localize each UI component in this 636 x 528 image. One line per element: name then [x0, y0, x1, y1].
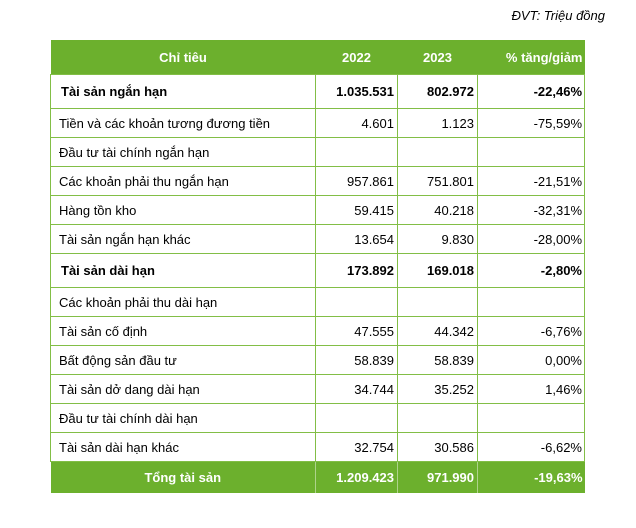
row-value-2023 [397, 137, 478, 167]
row-label: Tài sản ngắn hạn [50, 74, 316, 109]
table-row: Tài sản dài hạn khác 32.754 30.586 -6,62… [50, 432, 585, 462]
row-value-pct [477, 137, 585, 167]
table-row: Tài sản ngắn hạn khác 13.654 9.830 -28,0… [50, 224, 585, 254]
row-value-2023: 35.252 [397, 374, 478, 404]
table-row: Tài sản ngắn hạn 1.035.531 802.972 -22,4… [50, 74, 585, 109]
row-value-2022: 47.555 [315, 316, 398, 346]
table-row: Các khoản phải thu dài hạn [50, 287, 585, 317]
row-label: Các khoản phải thu dài hạn [50, 287, 316, 317]
table-row: Đầu tư tài chính dài hạn [50, 403, 585, 433]
row-value-2022 [315, 137, 398, 167]
row-value-2022: 957.861 [315, 166, 398, 196]
row-value-2022: 34.744 [315, 374, 398, 404]
table-row: Bất động sản đầu tư 58.839 58.839 0,00% [50, 345, 585, 375]
table-row: Tài sản dài hạn 173.892 169.018 -2,80% [50, 253, 585, 288]
column-header-2023: 2023 [397, 40, 478, 75]
table-row: Tài sản dở dang dài hạn 34.744 35.252 1,… [50, 374, 585, 404]
row-value-pct: -21,51% [477, 166, 585, 196]
row-value-2022: 32.754 [315, 432, 398, 462]
footer-total-2022: 1.209.423 [315, 461, 398, 493]
table-row: Các khoản phải thu ngắn hạn 957.861 751.… [50, 166, 585, 196]
row-value-pct [477, 287, 585, 317]
row-value-2022 [315, 287, 398, 317]
row-value-2023: 9.830 [397, 224, 478, 254]
footer-total-2023: 971.990 [397, 461, 478, 493]
row-label: Tài sản dài hạn [50, 253, 316, 288]
table-footer-row: Tổng tài sản 1.209.423 971.990 -19,63% [50, 461, 585, 493]
footer-total-label: Tổng tài sản [50, 461, 316, 493]
row-label: Tài sản dài hạn khác [50, 432, 316, 462]
row-value-2023: 40.218 [397, 195, 478, 225]
table-row: Đầu tư tài chính ngắn hạn [50, 137, 585, 167]
footer-total-pct: -19,63% [477, 461, 585, 493]
table-header-row: Chỉ tiêu 2022 2023 % tăng/giảm [50, 40, 585, 75]
row-value-pct: -32,31% [477, 195, 585, 225]
table-row: Tài sản cố định 47.555 44.342 -6,76% [50, 316, 585, 346]
row-value-2023 [397, 403, 478, 433]
column-header-chi-tieu: Chỉ tiêu [50, 40, 316, 75]
row-value-2023 [397, 287, 478, 317]
row-label: Đầu tư tài chính dài hạn [50, 403, 316, 433]
row-label: Bất động sản đầu tư [50, 345, 316, 375]
row-value-2022: 1.035.531 [315, 74, 398, 109]
row-value-2022: 59.415 [315, 195, 398, 225]
row-value-2022: 173.892 [315, 253, 398, 288]
table-body: Tài sản ngắn hạn 1.035.531 802.972 -22,4… [50, 74, 585, 462]
row-value-2022 [315, 403, 398, 433]
row-value-2022: 13.654 [315, 224, 398, 254]
row-value-2023: 44.342 [397, 316, 478, 346]
row-value-2023: 751.801 [397, 166, 478, 196]
row-label: Tài sản dở dang dài hạn [50, 374, 316, 404]
row-label: Tài sản cố định [50, 316, 316, 346]
row-value-pct: -6,76% [477, 316, 585, 346]
row-value-2023: 58.839 [397, 345, 478, 375]
row-label: Các khoản phải thu ngắn hạn [50, 166, 316, 196]
row-value-2023: 802.972 [397, 74, 478, 109]
column-header-2022: 2022 [315, 40, 398, 75]
table-row: Hàng tồn kho 59.415 40.218 -32,31% [50, 195, 585, 225]
row-value-pct: -6,62% [477, 432, 585, 462]
financial-table: Chỉ tiêu 2022 2023 % tăng/giảm Tài sản n… [50, 40, 585, 493]
row-value-pct: -75,59% [477, 108, 585, 138]
unit-note: ĐVT: Triệu đồng [511, 8, 605, 23]
row-value-2022: 4.601 [315, 108, 398, 138]
column-header-pct-change: % tăng/giảm [477, 40, 585, 75]
row-value-pct: -28,00% [477, 224, 585, 254]
row-label: Tài sản ngắn hạn khác [50, 224, 316, 254]
row-label: Tiền và các khoản tương đương tiền [50, 108, 316, 138]
row-label: Đầu tư tài chính ngắn hạn [50, 137, 316, 167]
table-row: Tiền và các khoản tương đương tiền 4.601… [50, 108, 585, 138]
row-value-pct: -22,46% [477, 74, 585, 109]
row-value-2022: 58.839 [315, 345, 398, 375]
row-value-pct: -2,80% [477, 253, 585, 288]
row-value-2023: 169.018 [397, 253, 478, 288]
row-value-pct: 0,00% [477, 345, 585, 375]
row-value-2023: 1.123 [397, 108, 478, 138]
row-value-2023: 30.586 [397, 432, 478, 462]
row-label: Hàng tồn kho [50, 195, 316, 225]
row-value-pct [477, 403, 585, 433]
row-value-pct: 1,46% [477, 374, 585, 404]
